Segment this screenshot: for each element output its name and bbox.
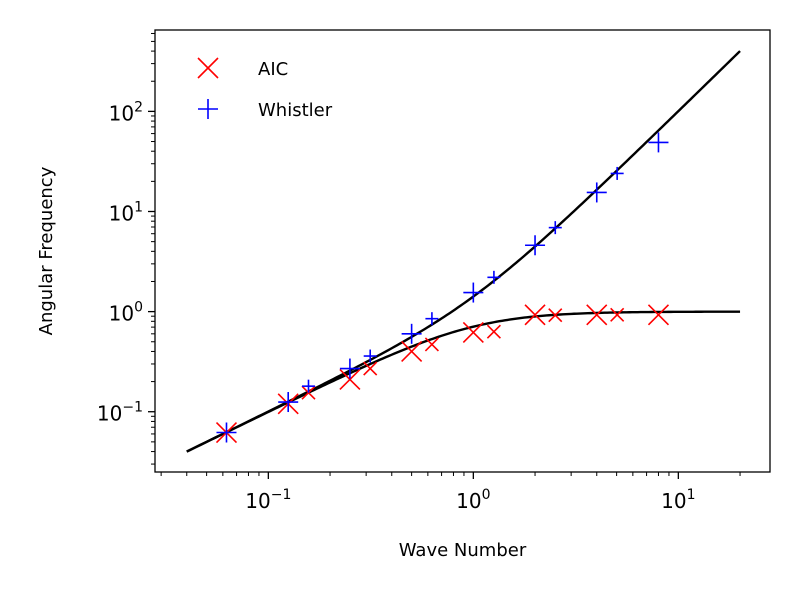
y-tick-label-2: 101 xyxy=(109,199,143,225)
legend: AIC Whistler xyxy=(197,57,333,121)
whistler-point-9 xyxy=(525,235,546,256)
whistler-point-2 xyxy=(301,379,315,393)
whistler-point-12 xyxy=(610,166,624,180)
curve-aic xyxy=(186,310,741,453)
x-tick-label-1: 100 xyxy=(456,487,490,513)
y-tick-label-3: 102 xyxy=(109,99,143,125)
aic-point-8 xyxy=(486,324,501,339)
whistler-point-13 xyxy=(648,132,669,153)
y-tick-label-0: 10−1 xyxy=(97,400,143,426)
legend-label-aic: AIC xyxy=(258,59,288,80)
whistler-point-11 xyxy=(586,182,607,203)
data-points xyxy=(215,132,670,444)
aic-point-10 xyxy=(548,308,563,323)
whistler-point-8 xyxy=(487,270,501,284)
whistler-point-1 xyxy=(278,392,299,413)
whistler-point-3 xyxy=(339,358,360,379)
x-axis-label: Wave Number xyxy=(399,540,527,561)
dispersion-curves xyxy=(186,50,741,453)
whistler-point-5 xyxy=(401,323,422,344)
whistler-point-7 xyxy=(463,282,484,303)
legend-label-whistler: Whistler xyxy=(258,100,333,121)
aic-point-9 xyxy=(524,304,546,326)
whistler-point-10 xyxy=(548,221,562,235)
y-axis-label: Angular Frequency xyxy=(36,166,57,335)
plot-frame xyxy=(154,29,771,473)
aic-point-3 xyxy=(339,368,361,391)
axis-ticks: 10−1 100 101 10−1 100 101 102 xyxy=(97,32,741,513)
aic-point-5 xyxy=(401,340,423,363)
whistler-point-6 xyxy=(425,312,439,326)
legend-marker-whistler xyxy=(198,99,218,119)
x-tick-label-2: 101 xyxy=(661,487,695,513)
aic-point-12 xyxy=(610,307,625,322)
aic-point-7 xyxy=(462,321,484,343)
curve-whistler xyxy=(186,50,741,453)
x-tick-label-0: 10−1 xyxy=(245,487,291,513)
whistler-point-0 xyxy=(216,422,237,443)
y-tick-label-1: 100 xyxy=(109,300,143,326)
aic-point-2 xyxy=(301,385,316,400)
aic-point-4 xyxy=(363,361,378,376)
whistler-point-4 xyxy=(363,349,377,363)
aic-point-11 xyxy=(586,304,608,326)
legend-marker-aic xyxy=(197,57,219,79)
aic-point-13 xyxy=(647,304,670,326)
aic-point-6 xyxy=(424,337,439,352)
